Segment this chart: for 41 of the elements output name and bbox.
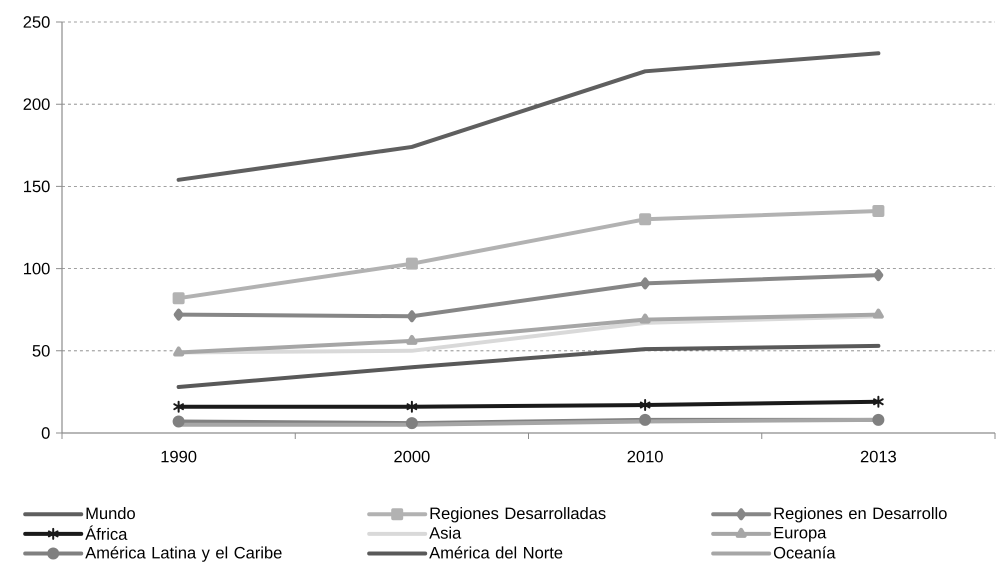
- x-tick-label: 2000: [394, 450, 430, 462]
- point: [172, 292, 185, 304]
- point: [173, 400, 184, 413]
- legend-label: Regiones Desarrolladas: [430, 507, 606, 522]
- y-tick-label: 0: [42, 427, 50, 439]
- line-series: [176, 344, 880, 389]
- x-tick-label: 1990: [162, 450, 196, 462]
- point: [173, 346, 184, 356]
- legend-label: Asia: [429, 526, 462, 539]
- point: [174, 308, 184, 321]
- point: [406, 334, 418, 345]
- y-tick-label: 200: [24, 98, 50, 110]
- y-tick-label: 250: [24, 16, 50, 28]
- legend-label: Europa: [774, 526, 826, 542]
- point: [639, 213, 652, 226]
- legend-label: Mundo: [86, 507, 135, 520]
- legend-label: América del Norte: [429, 546, 562, 559]
- point: [640, 399, 650, 412]
- line-series: [176, 51, 880, 182]
- legend-label: América Latina y el Caribe: [85, 546, 282, 562]
- point: [406, 417, 418, 430]
- point: [873, 396, 884, 408]
- legend-label: Oceanía: [774, 546, 836, 559]
- legend-label: Regiones en Desarrollo: [774, 507, 947, 522]
- point: [872, 205, 884, 218]
- point: [639, 414, 652, 426]
- point: [873, 269, 884, 282]
- y-tick-label: 100: [24, 262, 50, 274]
- point: [406, 258, 418, 270]
- x-tick-label: 2010: [628, 450, 663, 462]
- point: [406, 400, 418, 413]
- point: [872, 414, 884, 426]
- point: [872, 308, 884, 319]
- y-tick-label: 150: [24, 180, 50, 192]
- point: [640, 314, 651, 324]
- point: [172, 415, 185, 428]
- point: [640, 277, 650, 290]
- legend-label: África: [85, 525, 128, 540]
- x-tick-label: 2013: [860, 450, 896, 462]
- point: [406, 310, 417, 322]
- y-tick-label: 50: [32, 344, 50, 357]
